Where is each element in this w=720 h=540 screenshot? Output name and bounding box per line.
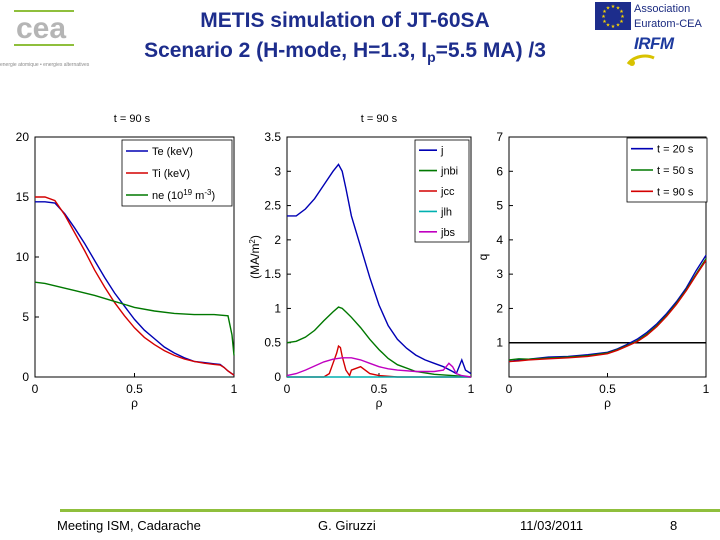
irfm-logo-swoosh bbox=[626, 54, 655, 66]
series-line-4 bbox=[286, 357, 472, 378]
association-label: Association Euratom-CEA bbox=[634, 2, 702, 32]
svg-text:★: ★ bbox=[611, 4, 616, 10]
cea-logo: cea bbox=[2, 2, 94, 70]
series-line-2 bbox=[508, 260, 707, 363]
chart-title: t = 90 s bbox=[114, 113, 151, 125]
title-line-2-prefix: Scenario 2 (H-mode, H=1.3, I bbox=[144, 39, 428, 62]
footer-divider bbox=[60, 509, 720, 512]
y-tick-label: 15 bbox=[16, 190, 30, 204]
svg-text:★: ★ bbox=[611, 24, 616, 30]
legend-label-1: Ti (keV) bbox=[152, 168, 190, 180]
legend-label-2: jcc bbox=[440, 186, 455, 198]
series-line-2 bbox=[287, 344, 471, 378]
legend-label-1: t = 50 s bbox=[657, 165, 694, 177]
x-axis-label: ρ bbox=[604, 396, 611, 410]
y-tick-label: 20 bbox=[16, 130, 30, 144]
legend-label-1: jnbi bbox=[440, 166, 458, 178]
svg-text:★: ★ bbox=[620, 14, 625, 20]
y-tick-label: 10 bbox=[16, 250, 30, 264]
x-tick-label: 0.5 bbox=[371, 382, 388, 396]
series-line-0 bbox=[287, 163, 472, 375]
y-axis-label: q bbox=[476, 254, 490, 261]
svg-text:★: ★ bbox=[616, 23, 621, 29]
irfm-logo: IRFM bbox=[634, 34, 674, 53]
title-line-1: METIS simulation of JT-60SA bbox=[200, 9, 490, 32]
x-tick-label: 0 bbox=[284, 382, 291, 396]
svg-text:★: ★ bbox=[602, 9, 607, 15]
x-tick-label: 0 bbox=[32, 382, 39, 396]
y-tick-label: 2 bbox=[496, 301, 503, 315]
x-tick-label: 0.5 bbox=[599, 382, 616, 396]
legend-label-0: j bbox=[440, 145, 443, 157]
y-tick-label: 3.5 bbox=[264, 130, 281, 144]
cea-logo-text: cea bbox=[16, 12, 66, 45]
legend-label-4: jbs bbox=[440, 227, 456, 239]
x-tick-label: 1 bbox=[468, 382, 475, 396]
cea-tagline: energie atomique • energies alternatives bbox=[0, 62, 90, 68]
y-tick-label: 5 bbox=[496, 199, 503, 213]
footer-meeting: Meeting ISM, Cadarache bbox=[57, 518, 201, 533]
x-tick-label: 1 bbox=[703, 382, 710, 396]
association-line-1: Association bbox=[634, 3, 691, 15]
legend-label-0: t = 20 s bbox=[657, 144, 694, 156]
y-tick-label: 0 bbox=[274, 370, 281, 384]
page-title: METIS simulation of JT-60SA Scenario 2 (… bbox=[95, 6, 595, 72]
y-axis-label: (MA/m2) bbox=[248, 235, 263, 279]
y-tick-label: 2.5 bbox=[264, 199, 281, 213]
footer-author: G. Giruzzi bbox=[318, 518, 376, 533]
y-tick-label: 1 bbox=[496, 336, 503, 350]
footer-date: 11/03/2011 bbox=[520, 518, 584, 533]
y-tick-label: 7 bbox=[496, 130, 503, 144]
y-tick-label: 6 bbox=[496, 164, 503, 178]
series-line-2 bbox=[34, 281, 235, 356]
y-tick-label: 0 bbox=[22, 370, 29, 384]
x-tick-label: 0.5 bbox=[126, 382, 143, 396]
x-tick-label: 0 bbox=[506, 382, 513, 396]
y-tick-label: 0.5 bbox=[264, 336, 281, 350]
legend-label-3: jlh bbox=[440, 206, 452, 218]
svg-text:★: ★ bbox=[606, 23, 611, 29]
svg-text:★: ★ bbox=[619, 19, 624, 25]
chart-title: t = 90 s bbox=[361, 113, 398, 125]
svg-text:★: ★ bbox=[602, 19, 607, 25]
safety-factor-chart: 0 0.5 1 ρ 1 2 3 4 5 6 7 q t = 20 s t = 50 s t = 90 s bbox=[476, 130, 710, 410]
legend-label-2: ne (1019 m-3) bbox=[152, 188, 215, 203]
current-density-chart: t = 90 s 0 0.5 1 ρ 0 0.5 1 1.5 2 2.5 3 3.5 (MA/m2) j jn… bbox=[248, 113, 475, 410]
title-line-2-suffix: =5.5 MA) /3 bbox=[435, 39, 546, 62]
svg-text:★: ★ bbox=[619, 9, 624, 15]
eu-flag-icon: ★ ★★★ ★★★★ ★★★★ bbox=[595, 2, 631, 30]
svg-text:★: ★ bbox=[601, 14, 606, 20]
profiles-chart: t = 90 s 0 0.5 1 ρ 0 5 10 15 20 Te (keV) Ti (keV) ne… bbox=[16, 113, 238, 410]
svg-text:★: ★ bbox=[606, 5, 611, 11]
y-tick-label: 1 bbox=[274, 301, 281, 315]
title-line-2: Scenario 2 (H-mode, H=1.3, Ip=5.5 MA) /3 bbox=[95, 36, 595, 72]
x-axis-label: ρ bbox=[131, 396, 138, 410]
y-tick-label: 2 bbox=[274, 233, 281, 247]
footer-page-number: 8 bbox=[670, 518, 678, 533]
y-tick-label: 3 bbox=[496, 267, 503, 281]
y-tick-label: 1.5 bbox=[264, 267, 281, 281]
y-tick-label: 3 bbox=[274, 164, 281, 178]
svg-text:★: ★ bbox=[616, 5, 621, 11]
x-tick-label: 1 bbox=[231, 382, 238, 396]
title-line-2-sub: p bbox=[427, 49, 436, 66]
y-tick-label: 5 bbox=[22, 310, 29, 324]
y-tick-label: 4 bbox=[496, 233, 503, 247]
legend-label-2: t = 90 s bbox=[657, 186, 694, 198]
x-axis-label: ρ bbox=[376, 396, 383, 410]
association-line-2: Euratom-CEA bbox=[634, 18, 702, 30]
legend-label-0: Te (keV) bbox=[152, 146, 193, 158]
series-line-1 bbox=[35, 196, 235, 376]
